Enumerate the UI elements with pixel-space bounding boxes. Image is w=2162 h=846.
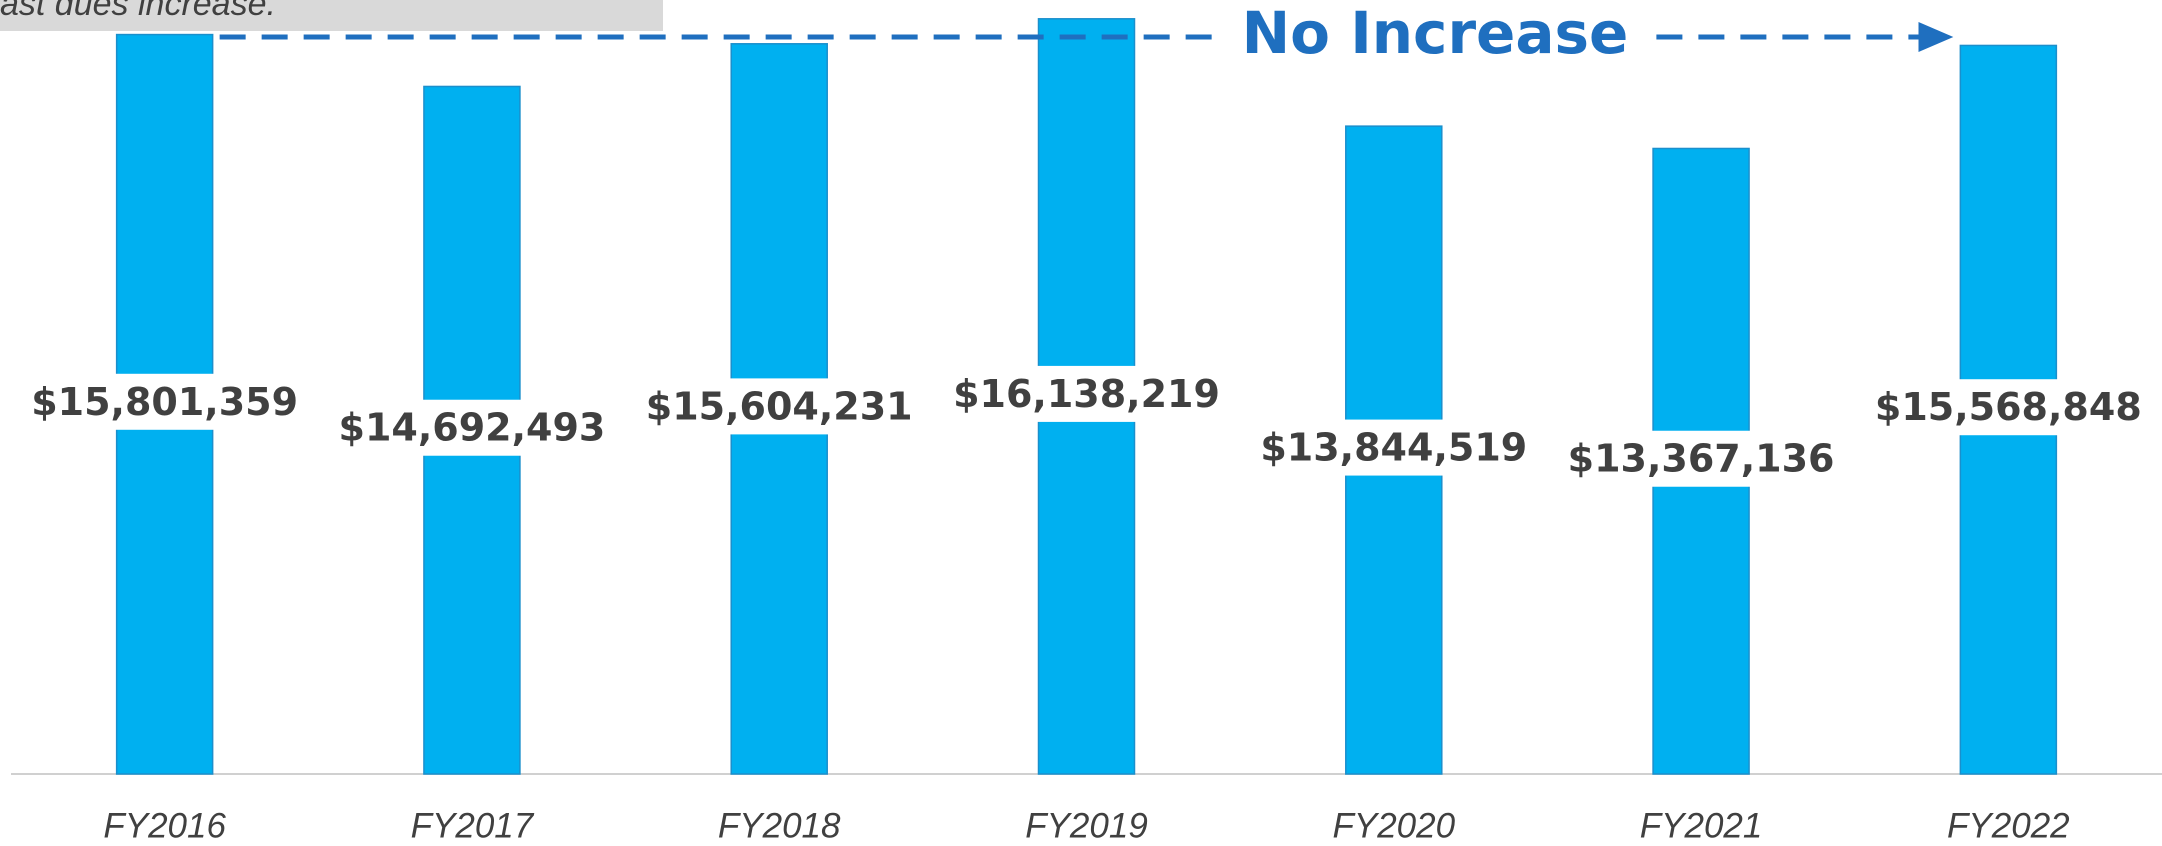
x-tick-label: FY2017 — [411, 806, 535, 845]
value-label: $15,801,359 — [31, 380, 298, 424]
value-label-bg — [1563, 430, 1839, 487]
value-label-bg — [1870, 379, 2146, 436]
value-label: $14,692,493 — [339, 406, 606, 450]
value-label: $13,367,136 — [1568, 437, 1835, 481]
value-label: $15,568,848 — [1875, 385, 2142, 429]
value-label: $13,844,519 — [1260, 426, 1527, 470]
annotation: No Increase — [1242, 0, 1629, 67]
value-label-bg — [1256, 419, 1532, 476]
value-label-bg — [27, 373, 303, 430]
x-tick-label: FY2022 — [1947, 806, 2070, 845]
x-tick-label: FY2018 — [718, 806, 841, 845]
x-tick-label: FY2019 — [1025, 806, 1148, 845]
value-label: $16,138,219 — [953, 372, 1220, 416]
value-label-bg — [949, 365, 1224, 422]
x-tick-label: FY2021 — [1640, 806, 1763, 845]
note-box — [0, 0, 663, 31]
value-label-bg — [334, 399, 610, 456]
note-text: ast dues increase. — [0, 0, 276, 23]
value-label: $15,604,231 — [646, 384, 913, 428]
x-tick-label: FY2020 — [1332, 806, 1455, 845]
value-label-bg — [641, 378, 917, 435]
x-tick-label: FY2016 — [103, 806, 226, 845]
